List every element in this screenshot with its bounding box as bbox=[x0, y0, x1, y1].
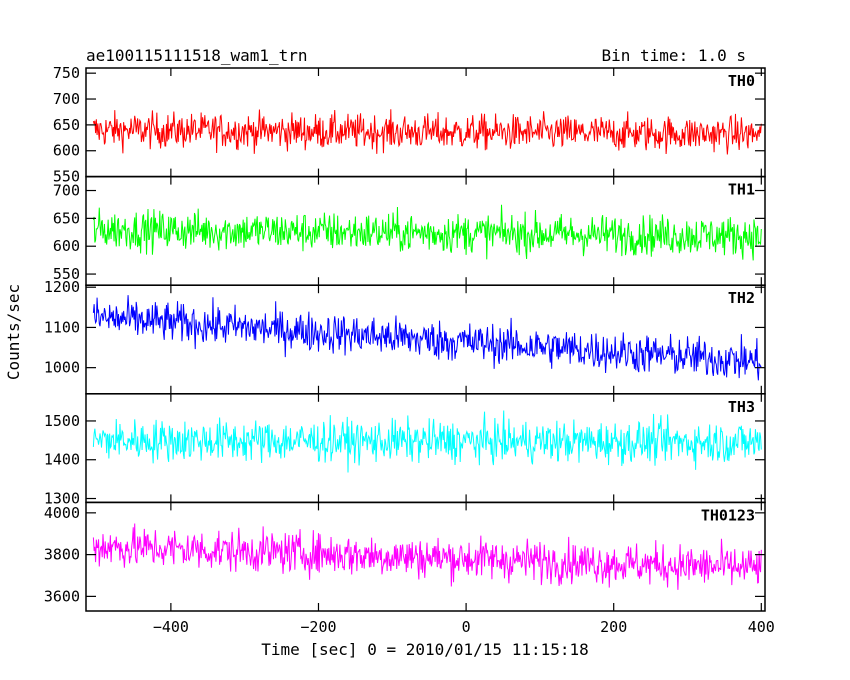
y-tick-label: 550 bbox=[53, 265, 80, 283]
y-tick-label: 1500 bbox=[44, 412, 80, 430]
channel-label: TH2 bbox=[728, 289, 755, 307]
panel-th0123: 3600 3800 4000 TH0123 bbox=[44, 501, 766, 612]
y-tick-label: 1100 bbox=[44, 318, 80, 336]
channel-label: TH3 bbox=[728, 398, 755, 416]
y-tick-label: 600 bbox=[53, 237, 80, 255]
y-tick-label: 4000 bbox=[44, 504, 80, 522]
y-tick-label: 750 bbox=[53, 64, 80, 82]
channel-label: TH0123 bbox=[701, 506, 755, 524]
channel-label: TH1 bbox=[728, 181, 755, 199]
y-tick-label: 1200 bbox=[44, 278, 80, 296]
y-tick-label: 1000 bbox=[44, 359, 80, 377]
x-tick-label: 200 bbox=[600, 618, 627, 636]
series-line-th0 bbox=[92, 109, 762, 155]
y-tick-label: 650 bbox=[53, 116, 80, 134]
y-tick-label: 700 bbox=[53, 182, 80, 200]
bin-time-label: Bin time: 1.0 s bbox=[602, 46, 747, 65]
y-tick-label: 3800 bbox=[44, 546, 80, 564]
y-tick-label: 550 bbox=[53, 168, 80, 186]
x-tick-label: 0 bbox=[462, 618, 471, 636]
series-line-th0123 bbox=[92, 523, 762, 590]
channel-label: TH0 bbox=[728, 72, 755, 90]
y-tick-label: 650 bbox=[53, 209, 80, 227]
y-tick-label: 3600 bbox=[44, 587, 80, 605]
x-axis-label: Time [sec] 0 = 2010/01/15 11:15:18 bbox=[261, 640, 589, 659]
panel-frame bbox=[85, 393, 766, 504]
panel-frame bbox=[85, 501, 766, 612]
series-line-th2 bbox=[92, 295, 762, 381]
x-tick-label: −200 bbox=[300, 618, 336, 636]
y-tick-label: 700 bbox=[53, 90, 80, 108]
x-tick-label: 400 bbox=[748, 618, 775, 636]
series-line-th1 bbox=[92, 204, 762, 261]
x-tick-label: −400 bbox=[153, 618, 189, 636]
panel-th1: 550 600 650 700 TH1 bbox=[53, 175, 766, 286]
y-axis-label: Counts/sec bbox=[4, 284, 23, 380]
chart-title: ae100115111518_wam1_trn bbox=[86, 46, 308, 65]
panel-th3: 1300 1400 1500 TH3 bbox=[44, 393, 766, 508]
panels-group: 550 600 650 700 750 TH0 550 600 650 700 TH1 1000 110… bbox=[44, 64, 775, 636]
series-line-th3 bbox=[92, 410, 762, 473]
panel-th0: 550 600 650 700 750 TH0 bbox=[53, 64, 766, 186]
y-tick-label: 1300 bbox=[44, 490, 80, 508]
panel-th2: 1000 1100 1200 TH2 bbox=[44, 278, 766, 395]
y-tick-label: 1400 bbox=[44, 451, 80, 469]
y-tick-label: 600 bbox=[53, 142, 80, 160]
